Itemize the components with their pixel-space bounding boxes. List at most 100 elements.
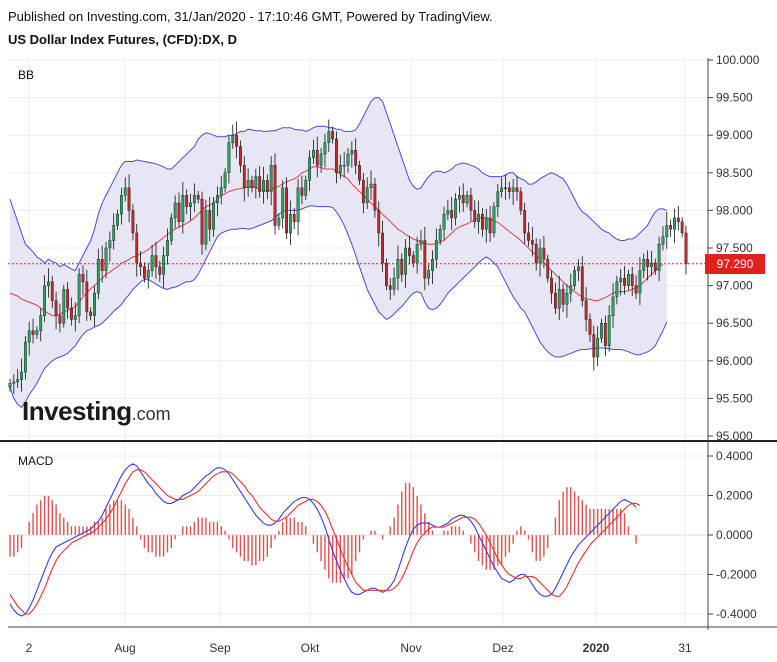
candle <box>335 131 338 184</box>
candle <box>350 141 354 168</box>
investing-logo: Investing.com <box>22 396 171 427</box>
candle <box>327 119 331 152</box>
candle <box>8 378 12 392</box>
candle <box>650 251 653 276</box>
candle <box>277 213 281 230</box>
candle <box>304 175 308 200</box>
candle <box>623 266 626 295</box>
candle <box>89 307 93 321</box>
candle <box>323 133 327 168</box>
candle <box>484 208 488 243</box>
macd-tick-label: -0.4000 <box>716 607 757 621</box>
bollinger-lower-line <box>9 205 668 409</box>
candle <box>331 126 335 144</box>
candle <box>196 190 200 204</box>
candle <box>235 121 239 159</box>
candle <box>653 258 657 276</box>
candle <box>158 260 162 282</box>
candle <box>73 302 77 332</box>
candle <box>192 183 196 212</box>
candle <box>123 177 127 202</box>
candle <box>285 177 288 239</box>
candle <box>54 291 58 330</box>
candle <box>216 186 219 217</box>
candle <box>354 138 358 175</box>
candle <box>262 166 265 204</box>
candle <box>12 374 16 394</box>
candle <box>461 183 465 212</box>
macd-tick-label: 0.4000 <box>716 449 753 463</box>
candle <box>638 257 642 306</box>
logo-brand: Investing <box>22 396 132 426</box>
candle <box>373 178 377 218</box>
candle <box>457 186 461 213</box>
candle <box>611 283 615 328</box>
time-tick-label: Dez <box>492 641 513 655</box>
candle <box>143 262 146 283</box>
candle <box>523 202 527 244</box>
candle <box>619 269 623 296</box>
candle <box>434 228 438 269</box>
published-caption: Published on Investing.com, 31/Jan/2020 … <box>8 9 493 24</box>
candle <box>408 235 411 265</box>
candle <box>534 238 538 271</box>
candle <box>642 253 646 279</box>
candle <box>400 253 404 282</box>
candle <box>584 287 588 332</box>
candle <box>438 224 442 245</box>
candle <box>127 174 131 223</box>
instrument-title: US Dollar Index Futures, (CFD):DX, D <box>8 32 237 47</box>
price-tick-label: 98.500 <box>716 166 753 180</box>
candle <box>657 236 661 282</box>
candle <box>62 284 66 328</box>
macd-panel-label: MACD <box>18 454 54 468</box>
candle <box>423 226 427 291</box>
candle <box>446 199 450 221</box>
candle <box>527 222 530 247</box>
price-tick-label: 99.500 <box>716 91 753 105</box>
candle <box>515 175 519 201</box>
candle <box>16 369 20 388</box>
candle <box>23 335 27 380</box>
candle <box>269 156 273 206</box>
candle <box>388 278 392 300</box>
candle <box>377 201 381 247</box>
candle <box>246 168 250 197</box>
price-tick-label: 95.000 <box>716 429 753 443</box>
candle <box>569 273 573 303</box>
signal-line <box>9 469 641 615</box>
candle <box>308 150 311 191</box>
candle <box>239 140 242 173</box>
candle <box>66 281 70 319</box>
candle <box>227 135 231 184</box>
candle <box>415 236 419 274</box>
candle <box>358 160 361 185</box>
candle <box>58 303 62 333</box>
candle <box>150 244 154 277</box>
candle <box>465 190 469 208</box>
candle <box>296 178 300 236</box>
candle <box>577 259 580 282</box>
candle <box>411 251 415 268</box>
candle <box>204 199 208 251</box>
candle <box>365 177 369 209</box>
candle <box>35 326 39 339</box>
price-tick-label: 95.500 <box>716 391 753 405</box>
time-tick-label: Okt <box>301 641 320 655</box>
candle <box>292 208 296 230</box>
price-tick-label: 96.000 <box>716 354 753 368</box>
time-tick-label: Aug <box>114 641 135 655</box>
candle <box>254 169 258 199</box>
candle <box>131 204 135 241</box>
logo-suffix: .com <box>131 404 171 424</box>
candle <box>361 172 365 214</box>
candle <box>669 219 673 237</box>
candle <box>615 275 619 305</box>
candle <box>592 325 596 371</box>
candle <box>169 213 173 245</box>
candle <box>135 223 139 277</box>
candle <box>177 192 181 228</box>
candle <box>200 191 204 255</box>
candle <box>242 156 246 202</box>
